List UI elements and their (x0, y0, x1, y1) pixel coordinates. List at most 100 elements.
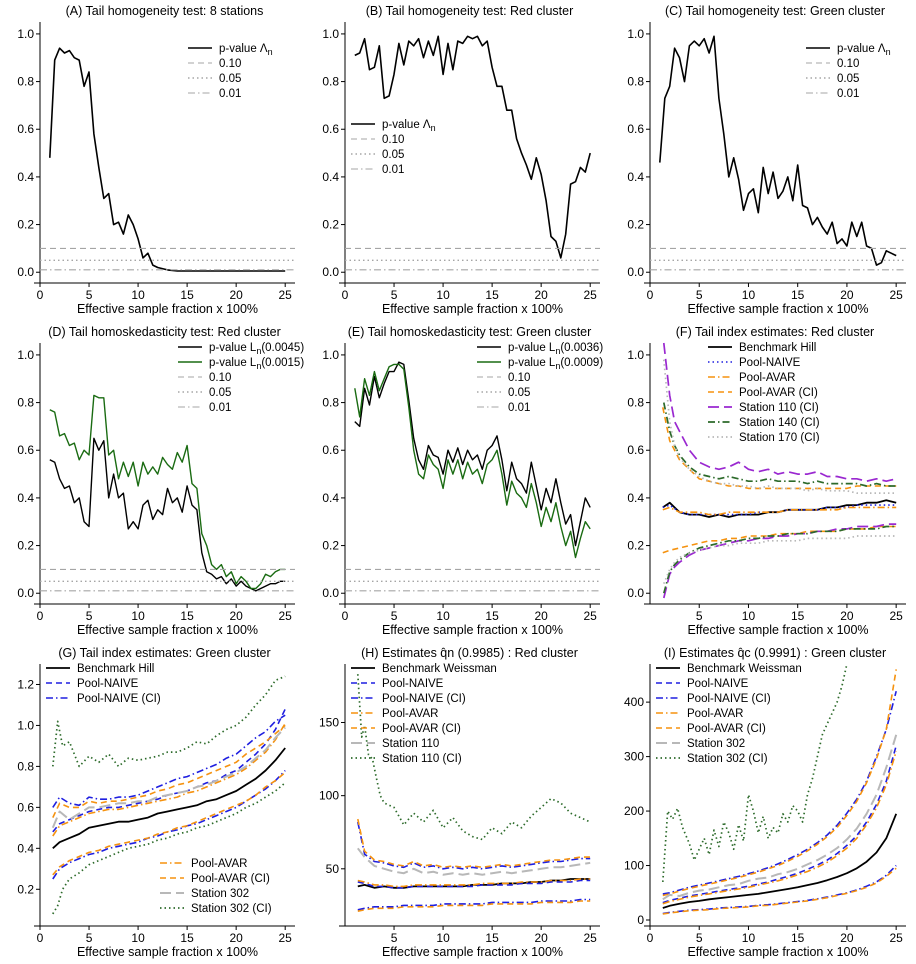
panel-f-y-tick-label: 0.6 (627, 443, 644, 457)
panel-d-y-tick-label: 0.6 (17, 443, 34, 457)
panel-i-series-pool-avar-ci-lower (662, 867, 897, 915)
panel-e-y-tick-label: 0.2 (322, 539, 339, 553)
panel-d-x-tick-label: 20 (229, 609, 243, 623)
panel-f-legend-label: Benchmark Hill (739, 342, 816, 354)
panel-e-title: (E) Tail homoskedasticity test: Green cl… (348, 325, 592, 339)
panel-d-legend-label: 0.10 (209, 372, 231, 384)
panel-g-legend-label: Benchmark Hill (77, 663, 154, 675)
panel-b-y-tick-label: 0.0 (322, 265, 339, 279)
panel-f-series-benchmark-hill (662, 499, 897, 518)
panel-d-y-tick-label: 0.2 (17, 539, 34, 553)
panel-g-series-pool-naive-ci-lower (52, 769, 286, 880)
panel-c-y-tick-label: 1.0 (627, 27, 644, 41)
panel-a-title: (A) Tail homogeneity test: 8 stations (66, 4, 264, 18)
panel-d-legend-label: p-value Ln(0.0015) (209, 357, 304, 371)
panel-a-y-tick-label: 0.6 (17, 122, 34, 136)
panel-g-y-tick-label: 0.4 (17, 841, 34, 855)
panel-d-legend-label: 0.01 (209, 402, 231, 414)
panel-h-legend-label: Pool-AVAR (CI) (382, 723, 461, 735)
panel-i-x-tick-label: 5 (696, 931, 703, 945)
panel-i-x-label: Effective sample fraction x 100% (687, 945, 868, 959)
panel-i-legend-label: Pool-NAIVE (CI) (687, 693, 771, 705)
panel-e-x-tick-label: 0 (342, 609, 349, 623)
panel-f-legend-label: Pool-NAIVE (739, 357, 801, 369)
panel-f-legend-label: Station 140 (CI) (739, 417, 820, 429)
panel-f-series-station-110-ci-lower (662, 523, 897, 599)
panel-g-x-tick-label: 0 (37, 931, 44, 945)
panel-i-series-station-302 (662, 734, 898, 901)
panel-b-x-tick-label: 0 (342, 288, 349, 302)
panel-g-series-pool-avar-ci-upper (52, 724, 286, 818)
panel-a-x-tick-label: 10 (131, 288, 145, 302)
panel-g-x-tick-label: 10 (131, 931, 145, 945)
panel-e-x-tick-label: 25 (584, 609, 598, 623)
panel-i-legend-label: Pool-NAIVE (687, 678, 749, 690)
panel-f-x-tick-label: 25 (889, 609, 903, 623)
panel-e-legend-label: p-value Ln(0.0009) (508, 357, 603, 371)
panel-h-chart: (H) Estimates q̂n (0.9985) : Red cluster… (319, 646, 600, 959)
panel-f-series-station-170-ci-lower (663, 535, 897, 585)
panel-e-x-tick-label: 5 (391, 609, 398, 623)
panel-h-x-tick-label: 10 (436, 931, 450, 945)
panel-b-x-tick-label: 15 (485, 288, 499, 302)
panel-d-x-tick-label: 25 (279, 609, 293, 623)
panel-e-y-tick-label: 0.8 (322, 396, 339, 410)
panel-i-title: (I) Estimates q̂c (0.9991) : Green clust… (664, 646, 886, 660)
panel-g-legend-label: Pool-NAIVE (77, 678, 139, 690)
panel-d-x-label: Effective sample fraction x 100% (77, 623, 258, 637)
panel-g-y-tick-label: 0.8 (17, 759, 34, 773)
panel-f-y-tick-label: 0.2 (627, 539, 644, 553)
panel-b-y-tick-label: 0.8 (322, 75, 339, 89)
panel-d-x-tick-label: 15 (180, 609, 194, 623)
panel-b-legend-label: 0.01 (382, 164, 404, 176)
panel-i-y-tick-label: 0 (637, 913, 644, 927)
panel-i-series-benchmark-weissman (662, 813, 898, 909)
panel-e-x-tick-label: 20 (534, 609, 548, 623)
panel-h-legend-label: Pool-AVAR (382, 708, 438, 720)
panel-g-x-label: Effective sample fraction x 100% (77, 945, 258, 959)
panel-g-series-pool-avar-ci-lower (52, 771, 286, 876)
panel-f-chart: (F) Tail index estimates: Red cluster 0.0… (627, 325, 906, 637)
panel-g-y-tick-label: 1.0 (17, 718, 34, 732)
panel-a-chart: (A) Tail homogeneity test: 8 stations 0.0… (17, 4, 295, 316)
panel-h-x-tick-label: 25 (584, 931, 598, 945)
panel-h-series-pool-naive (357, 879, 591, 889)
panel-i-legend-label: Pool-AVAR (CI) (687, 723, 766, 735)
panel-b-legend-label: 0.05 (382, 149, 404, 161)
panel-a-legend-label: p-value Λn (219, 43, 273, 57)
panel-i-y-tick-label: 400 (624, 695, 644, 709)
panel-e-x-label: Effective sample fraction x 100% (382, 623, 563, 637)
panel-c-chart: (C) Tail homogeneity test: Green cluster… (627, 4, 906, 316)
panel-b-y-tick-label: 0.4 (322, 170, 339, 184)
panel-c-x-tick-label: 5 (696, 288, 703, 302)
panel-d-y-tick-label: 0.0 (17, 586, 34, 600)
panel-i-series-pool-naive-ci-upper (662, 690, 897, 895)
panel-h-series-pool-avar-ci-upper (357, 818, 591, 869)
panel-c-y-tick-label: 0.8 (627, 75, 644, 89)
panel-i-x-tick-label: 25 (889, 931, 903, 945)
panel-i-y-tick-label: 200 (624, 804, 644, 818)
panel-f-legend-label: Station 170 (CI) (739, 432, 820, 444)
panel-h-series-station-110 (357, 847, 591, 876)
panel-h-series-pool-naive-ci-lower (357, 898, 591, 911)
panel-i-y-tick-label: 100 (624, 859, 644, 873)
panel-f-x-tick-label: 20 (840, 609, 854, 623)
panel-d-chart: (D) Tail homoskedasticity test: Red clus… (17, 325, 304, 637)
panel-e-x-tick-label: 10 (436, 609, 450, 623)
panel-c-x-tick-label: 0 (647, 288, 654, 302)
panel-i-legend-label: Station 302 (CI) (687, 753, 768, 765)
panel-b-chart: (B) Tail homogeneity test: Red cluster 0.… (322, 4, 600, 316)
panel-d-x-tick-label: 5 (86, 609, 93, 623)
panel-h-legend-label: Station 110 (382, 738, 439, 750)
panel-c-legend-label: 0.05 (837, 73, 859, 85)
panel-a-legend-label: 0.01 (219, 88, 241, 100)
panel-b-y-tick-label: 1.0 (322, 27, 339, 41)
panel-f-x-tick-label: 5 (696, 609, 703, 623)
panel-f-y-tick-label: 1.0 (627, 348, 644, 362)
panel-a-y-tick-label: 0.4 (17, 170, 34, 184)
panel-a-x-tick-label: 0 (37, 288, 44, 302)
panel-i-series-station-302-ci (661, 663, 848, 882)
panel-e-y-tick-label: 0.6 (322, 443, 339, 457)
panel-g-title: (G) Tail index estimates: Green cluster (58, 646, 270, 660)
panel-f-y-tick-label: 0.8 (627, 396, 644, 410)
